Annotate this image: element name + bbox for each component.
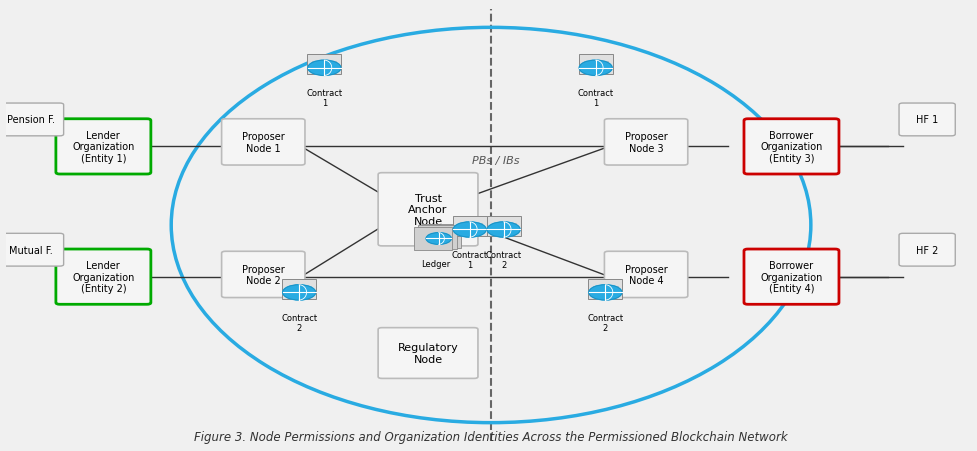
FancyBboxPatch shape xyxy=(899,104,956,137)
Circle shape xyxy=(579,61,613,76)
FancyBboxPatch shape xyxy=(605,120,688,166)
Text: Proposer
Node 1: Proposer Node 1 xyxy=(242,132,284,153)
Text: Proposer
Node 2: Proposer Node 2 xyxy=(242,264,284,285)
FancyBboxPatch shape xyxy=(588,279,622,299)
Circle shape xyxy=(453,222,487,238)
Text: Figure 3. Node Permissions and Organization Identities Across the Permissioned B: Figure 3. Node Permissions and Organizat… xyxy=(194,430,787,443)
FancyBboxPatch shape xyxy=(422,225,461,248)
Circle shape xyxy=(282,285,316,300)
Text: Pension F.: Pension F. xyxy=(7,115,55,125)
FancyBboxPatch shape xyxy=(56,249,150,304)
Text: HF 2: HF 2 xyxy=(916,245,938,255)
Text: Contract
2: Contract 2 xyxy=(281,313,318,332)
FancyBboxPatch shape xyxy=(378,173,478,246)
FancyBboxPatch shape xyxy=(899,234,956,267)
FancyBboxPatch shape xyxy=(487,216,521,237)
Text: HF 1: HF 1 xyxy=(916,115,938,125)
FancyBboxPatch shape xyxy=(605,252,688,298)
Text: Regulatory
Node: Regulatory Node xyxy=(398,342,458,364)
Text: Contract
1: Contract 1 xyxy=(577,89,614,108)
Text: PBs / IBs: PBs / IBs xyxy=(472,156,520,166)
FancyBboxPatch shape xyxy=(0,104,64,137)
Text: Contract
2: Contract 2 xyxy=(587,313,623,332)
FancyBboxPatch shape xyxy=(413,227,452,251)
FancyBboxPatch shape xyxy=(578,55,613,75)
Text: Ledger: Ledger xyxy=(421,259,450,268)
FancyBboxPatch shape xyxy=(378,328,478,378)
Circle shape xyxy=(589,285,622,300)
Text: Lender
Organization
(Entity 2): Lender Organization (Entity 2) xyxy=(72,261,135,294)
Text: Proposer
Node 3: Proposer Node 3 xyxy=(624,132,667,153)
Circle shape xyxy=(308,61,341,76)
Text: Borrower
Organization
(Entity 4): Borrower Organization (Entity 4) xyxy=(760,261,823,294)
FancyBboxPatch shape xyxy=(418,226,457,249)
Text: Trust
Anchor
Node: Trust Anchor Node xyxy=(408,193,447,226)
FancyBboxPatch shape xyxy=(452,216,487,237)
Circle shape xyxy=(426,233,451,245)
FancyBboxPatch shape xyxy=(222,252,305,298)
FancyBboxPatch shape xyxy=(0,234,64,267)
Text: Contract
2: Contract 2 xyxy=(486,250,522,270)
FancyBboxPatch shape xyxy=(743,120,839,175)
Text: Contract
1: Contract 1 xyxy=(451,250,488,270)
Text: Contract
1: Contract 1 xyxy=(306,89,342,108)
FancyBboxPatch shape xyxy=(282,279,317,299)
Text: Mutual F.: Mutual F. xyxy=(9,245,53,255)
Text: Borrower
Organization
(Entity 3): Borrower Organization (Entity 3) xyxy=(760,130,823,164)
FancyBboxPatch shape xyxy=(308,55,341,75)
Text: Proposer
Node 4: Proposer Node 4 xyxy=(624,264,667,285)
Text: Lender
Organization
(Entity 1): Lender Organization (Entity 1) xyxy=(72,130,135,164)
FancyBboxPatch shape xyxy=(222,120,305,166)
Circle shape xyxy=(488,222,520,238)
FancyBboxPatch shape xyxy=(743,249,839,304)
FancyBboxPatch shape xyxy=(56,120,150,175)
